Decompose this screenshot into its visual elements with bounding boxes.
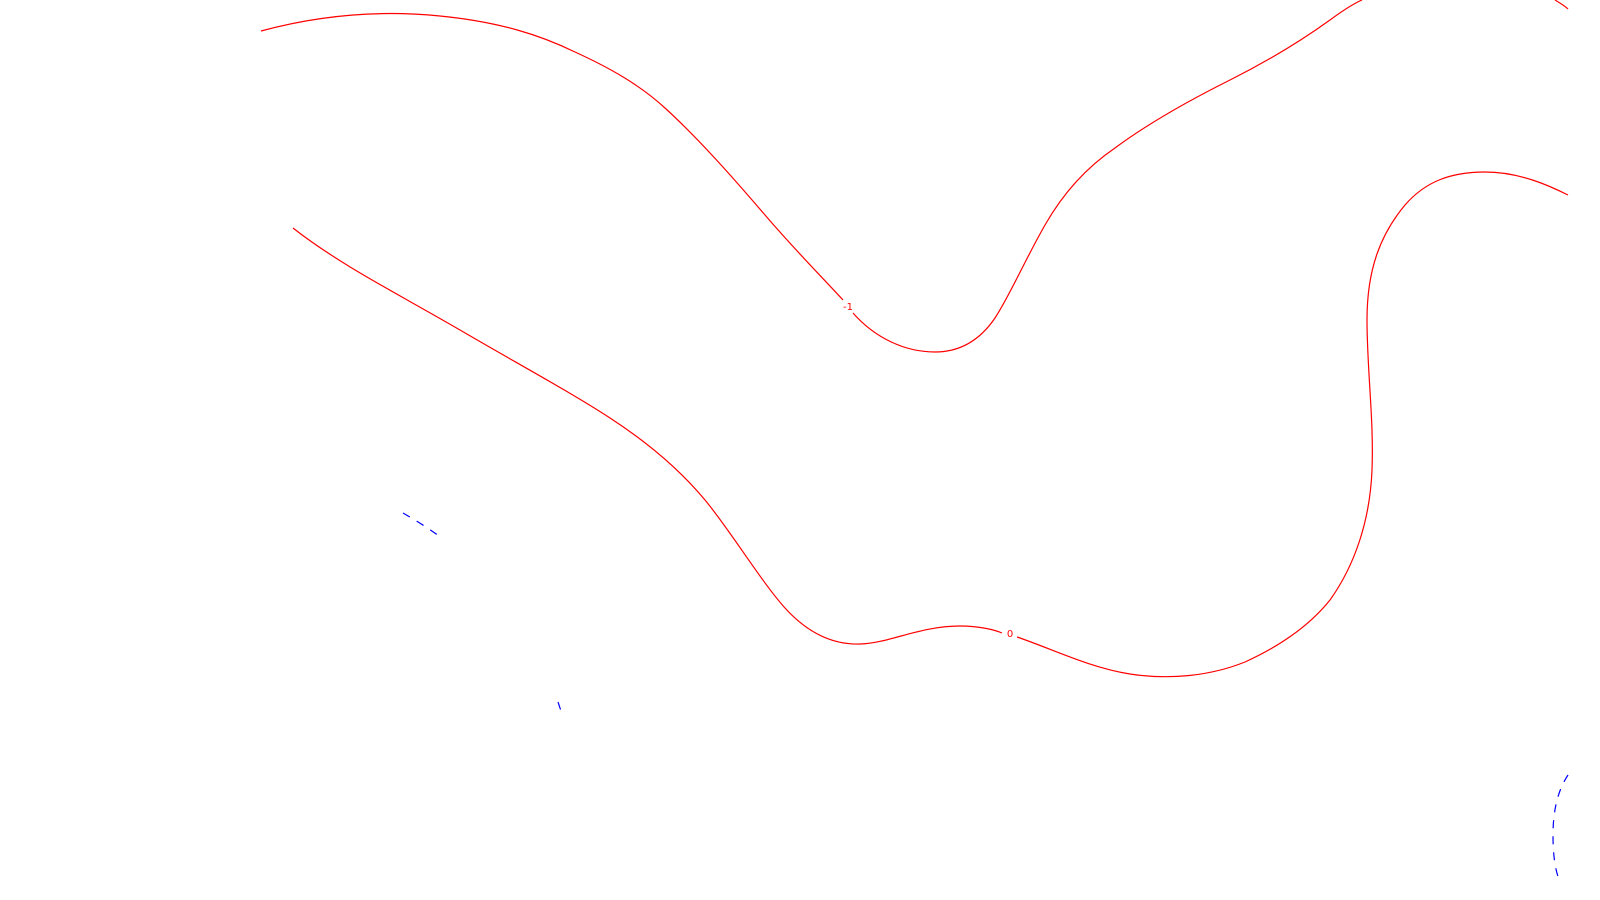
dashed-contour-bottom-right — [1552, 774, 1569, 883]
contour-line-minus-1 — [852, 0, 1363, 353]
contour-label-0: 0 — [1007, 629, 1013, 640]
dashed-contour-left — [402, 512, 444, 540]
contour-line-minus-1 — [260, 12, 844, 301]
contour-line-0 — [292, 227, 1003, 645]
contour-label-minus-1: -1 — [843, 302, 853, 313]
contour-line-0 — [1016, 171, 1569, 678]
dashed-contour-bottom — [557, 701, 562, 712]
contour-line-top-right — [1554, 0, 1569, 10]
